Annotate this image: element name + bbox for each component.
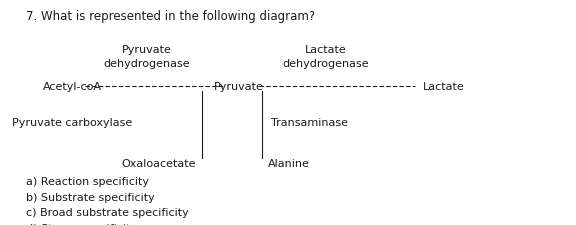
Text: Alanine: Alanine [268,158,310,168]
Text: dehydrogenase: dehydrogenase [282,59,369,69]
Text: Lactate: Lactate [305,45,346,55]
Text: Pyruvate: Pyruvate [214,82,264,92]
Text: Lactate: Lactate [423,82,465,92]
Text: Pyruvate: Pyruvate [122,45,172,55]
Text: Transaminase: Transaminase [271,118,348,128]
Text: Acetyl-coA: Acetyl-coA [43,82,102,92]
Text: a) Reaction specificity: a) Reaction specificity [26,177,149,187]
Text: 7. What is represented in the following diagram?: 7. What is represented in the following … [26,10,315,23]
Text: Pyruvate carboxylase: Pyruvate carboxylase [12,118,132,128]
Text: d) Stereo specificity: d) Stereo specificity [26,223,137,225]
Text: dehydrogenase: dehydrogenase [104,59,190,69]
Text: c) Broad substrate specificity: c) Broad substrate specificity [26,207,189,217]
Text: b) Substrate specificity: b) Substrate specificity [26,192,155,202]
Text: Oxaloacetate: Oxaloacetate [122,158,196,168]
